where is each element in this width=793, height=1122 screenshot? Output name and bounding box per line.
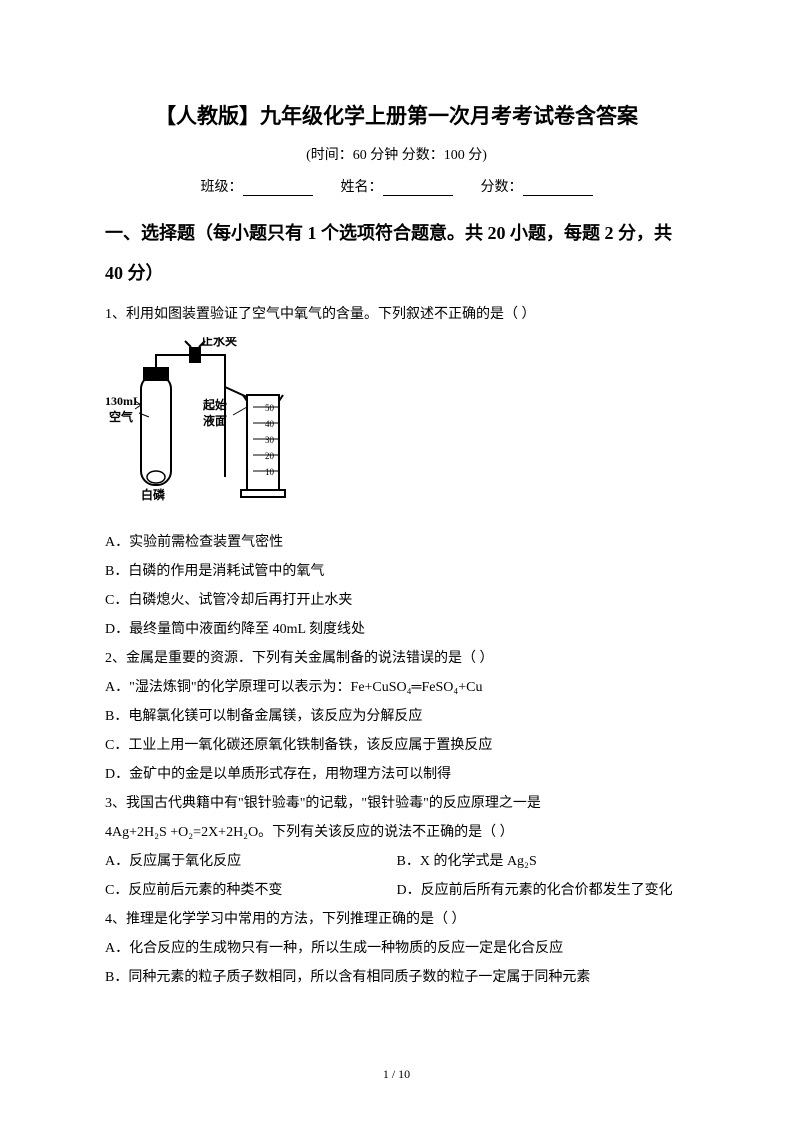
svg-text:止水夹: 止水夹 bbox=[201, 337, 237, 348]
q3-stem1: 3、我国古代典籍中有"银针验毒"的记载，"银针验毒"的反应原理之一是 bbox=[105, 790, 688, 818]
q3-optD: D．反应前后所有元素的化合价都发生了变化 bbox=[397, 877, 689, 905]
q4-optA: A．化合反应的生成物只有一种，所以生成一种物质的反应一定是化合反应 bbox=[105, 935, 688, 963]
q1-optD: D．最终量筒中液面约降至 40mL 刻度线处 bbox=[105, 616, 688, 644]
q3-optB: B．X 的化学式是 Ag₂S bbox=[397, 848, 689, 876]
svg-text:20: 20 bbox=[265, 451, 275, 461]
section-1-header: 一、选择题（每小题只有 1 个选项符合题意。共 20 小题，每题 2 分，共 4… bbox=[105, 214, 688, 293]
q2-optB: B．电解氯化镁可以制备金属镁，该反应为分解反应 bbox=[105, 703, 688, 731]
q2-optD: D．金矿中的金是以单质形式存在，用物理方法可以制得 bbox=[105, 761, 688, 789]
q2-stem: 2、金属是重要的资源．下列有关金属制备的说法错误的是（ ） bbox=[105, 645, 688, 673]
page-number: 1 / 10 bbox=[0, 1067, 793, 1082]
q1-optA: A．实验前需检查装置气密性 bbox=[105, 529, 688, 557]
q3-stem2: 4Ag+2H₂S +O₂=2X+2H₂O。下列有关该反应的说法不正确的是（ ） bbox=[105, 819, 688, 847]
name-label: 姓名： bbox=[341, 180, 383, 195]
q2-optC: C．工业上用一氧化碳还原氧化铁制备铁，该反应属于置换反应 bbox=[105, 732, 688, 760]
q3-optA: A．反应属于氧化反应 bbox=[105, 848, 397, 876]
class-label: 班级： bbox=[201, 180, 243, 195]
q1-optC: C．白磷熄火、试管冷却后再打开止水夹 bbox=[105, 587, 688, 615]
svg-text:起始: 起始 bbox=[202, 397, 227, 412]
score-label: 分数： bbox=[481, 180, 523, 195]
exam-subtitle: (时间：60 分钟 分数：100 分) bbox=[105, 144, 688, 164]
svg-text:空气: 空气 bbox=[109, 409, 133, 424]
class-blank[interactable] bbox=[243, 180, 313, 196]
svg-text:液面: 液面 bbox=[203, 413, 227, 428]
q4-stem: 4、推理是化学学习中常用的方法，下列推理正确的是（ ） bbox=[105, 906, 688, 934]
svg-text:50: 50 bbox=[265, 403, 275, 413]
exam-title: 【人教版】九年级化学上册第一次月考考试卷含答案 bbox=[105, 100, 688, 130]
q1-optB: B．白磷的作用是消耗试管中的氧气 bbox=[105, 558, 688, 586]
q2-optA: A．"湿法炼铜"的化学原理可以表示为：Fe+CuSO₄═FeSO₄+Cu bbox=[105, 674, 688, 702]
q1-diagram: 50 40 30 20 10 止水夹 130mL 空气 白磷 起始 液面 bbox=[105, 337, 688, 513]
svg-text:10: 10 bbox=[265, 467, 275, 477]
svg-text:40: 40 bbox=[265, 419, 275, 429]
q1-stem: 1、利用如图装置验证了空气中氧气的含量。下列叙述不正确的是（ ） bbox=[105, 301, 688, 329]
info-row: 班级： 姓名： 分数： bbox=[105, 176, 688, 196]
score-blank[interactable] bbox=[523, 180, 593, 196]
q3-optC: C．反应前后元素的种类不变 bbox=[105, 877, 397, 905]
svg-text:30: 30 bbox=[265, 435, 275, 445]
name-blank[interactable] bbox=[383, 180, 453, 196]
q4-optB: B．同种元素的粒子质子数相同，所以含有相同质子数的粒子一定属于同种元素 bbox=[105, 964, 688, 992]
svg-text:白磷: 白磷 bbox=[141, 487, 166, 502]
